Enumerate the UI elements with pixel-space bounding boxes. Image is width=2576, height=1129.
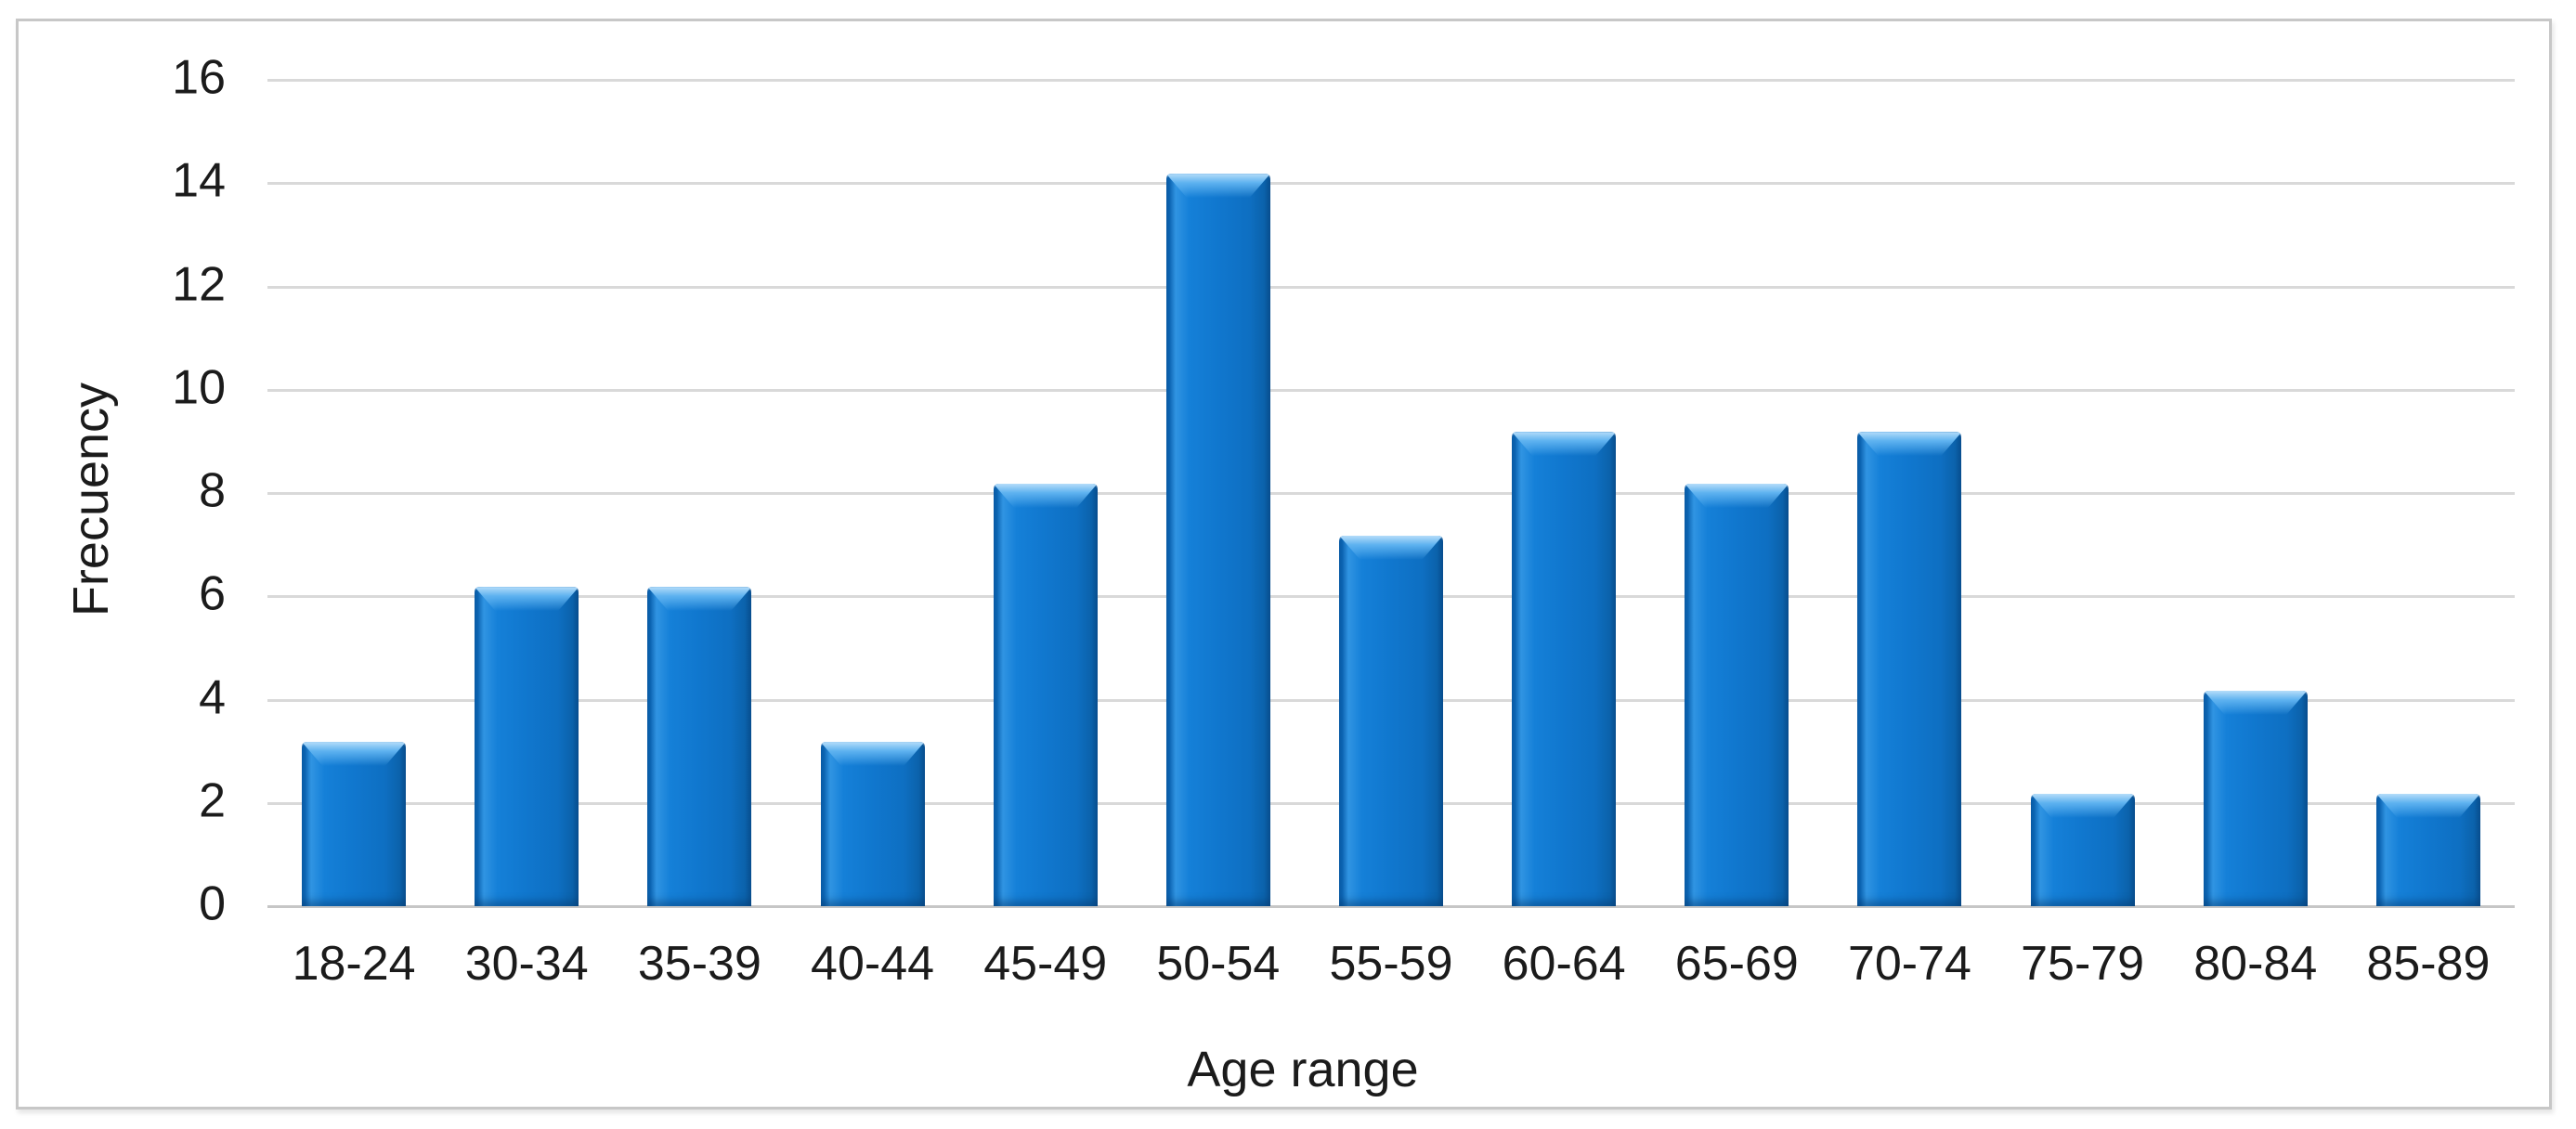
- x-axis-baseline: [267, 905, 2515, 908]
- x-tick-label-85-89: 85-89: [2366, 937, 2491, 991]
- x-tick-label-70-74: 70-74: [1847, 937, 1971, 991]
- y-tick-label-10: 10: [172, 360, 226, 415]
- bar-40-44: [820, 742, 925, 906]
- x-tick-label-35-39: 35-39: [637, 937, 761, 991]
- y-tick-label-16: 16: [172, 50, 226, 105]
- x-axis-title: Age range: [1187, 1042, 1419, 1097]
- bar-65-69: [1685, 484, 1789, 906]
- x-tick-label-40-44: 40-44: [811, 937, 935, 991]
- x-tick-label-18-24: 18-24: [292, 937, 416, 991]
- bar-45-49: [993, 484, 1098, 906]
- gridline-y-8: [267, 492, 2515, 495]
- x-tick-label-45-49: 45-49: [983, 937, 1108, 991]
- y-tick-label-2: 2: [199, 773, 226, 828]
- x-tick-label-50-54: 50-54: [1156, 937, 1281, 991]
- bar-70-74: [1857, 432, 1962, 906]
- y-tick-label-8: 8: [199, 463, 226, 518]
- x-tick-label-65-69: 65-69: [1674, 937, 1799, 991]
- y-tick-label-0: 0: [199, 876, 226, 931]
- y-tick-label-12: 12: [172, 257, 226, 312]
- y-tick-label-6: 6: [199, 566, 226, 621]
- bar-60-64: [1512, 432, 1617, 906]
- x-tick-label-80-84: 80-84: [2193, 937, 2318, 991]
- plot-area: [267, 79, 2515, 908]
- gridline-y-12: [267, 285, 2515, 289]
- bar-30-34: [475, 587, 579, 906]
- gridline-y-10: [267, 388, 2515, 392]
- bar-85-89: [2375, 793, 2480, 906]
- chart-figure-frame: Frecuency 0 2 4 6 8 10 12 14 16 18-24 30-34 35-39 4…: [16, 19, 2552, 1110]
- gridline-y-14: [267, 182, 2515, 186]
- x-tick-label-75-79: 75-79: [2021, 937, 2145, 991]
- x-tick-label-60-64: 60-64: [1502, 937, 1626, 991]
- x-tick-label-55-59: 55-59: [1329, 937, 1453, 991]
- bar-18-24: [302, 742, 407, 906]
- x-tick-label-30-34: 30-34: [464, 937, 589, 991]
- bar-55-59: [1339, 535, 1443, 906]
- gridline-y-16: [267, 79, 2515, 82]
- y-tick-label-14: 14: [172, 153, 226, 208]
- bar-75-79: [2030, 793, 2135, 906]
- bar-35-39: [647, 587, 752, 906]
- bar-80-84: [2203, 690, 2308, 906]
- y-tick-label-4: 4: [199, 670, 226, 725]
- bar-50-54: [1165, 174, 1270, 906]
